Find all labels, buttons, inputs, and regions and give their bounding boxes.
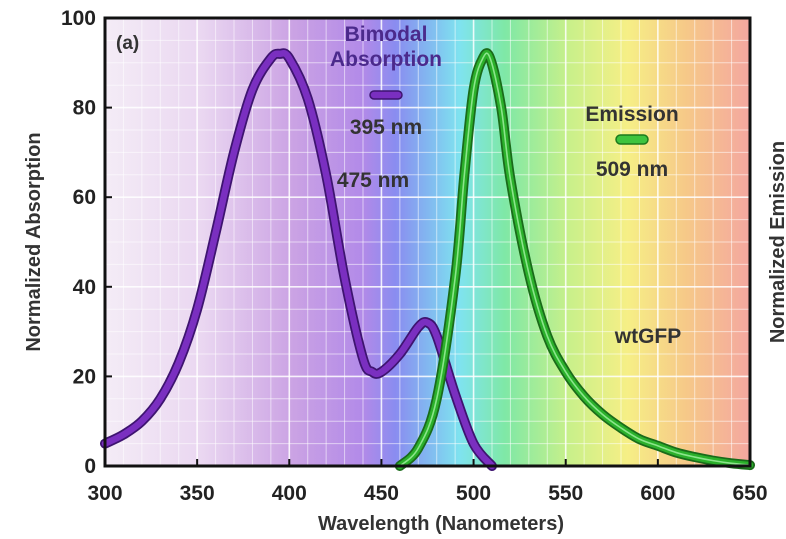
absorption-curve-line xyxy=(101,50,496,470)
emission-point xyxy=(464,174,465,175)
absorption-title-line1: Bimodal xyxy=(345,23,428,46)
absorption-peak-1: 395 nm xyxy=(350,116,422,139)
emission-point xyxy=(621,427,622,428)
x-axis: 300 350 400 450 500 550 600 650 xyxy=(87,459,768,505)
y-tick-label: 80 xyxy=(73,97,96,120)
emission-point xyxy=(731,463,732,464)
emission-point xyxy=(565,371,566,372)
emission-legend-swatch xyxy=(615,134,649,145)
x-tick-label: 600 xyxy=(640,482,675,505)
emission-peak: 509 nm xyxy=(596,158,668,181)
x-tick-label: 650 xyxy=(732,482,767,505)
absorption-point xyxy=(427,322,428,323)
series-layer xyxy=(100,48,755,471)
x-tick-label: 350 xyxy=(180,482,215,505)
absorption-point xyxy=(436,336,437,337)
emission-point xyxy=(482,58,483,59)
absorption-point xyxy=(197,309,198,310)
grid xyxy=(105,18,750,466)
plot-frame xyxy=(103,16,752,468)
emission-point xyxy=(584,396,585,397)
emission-curve-highlight xyxy=(399,52,751,467)
absorption-point xyxy=(123,434,124,435)
absorption-legend-swatch xyxy=(369,90,403,100)
absorption-point xyxy=(326,174,327,175)
absorption-point xyxy=(270,58,271,59)
emission-point xyxy=(510,179,511,180)
absorption-point xyxy=(280,53,281,54)
emission-point xyxy=(473,89,474,90)
absorption-point xyxy=(307,98,308,99)
absorption-point xyxy=(252,89,253,90)
absorption-title-line2: Absorption xyxy=(330,48,442,71)
absorption-point xyxy=(215,233,216,234)
emission-point xyxy=(418,448,419,449)
x-tick-label: 400 xyxy=(272,482,307,505)
absorption-point xyxy=(473,443,474,444)
emission-point xyxy=(547,336,548,337)
absorption-peak-2: 475 nm xyxy=(337,169,409,192)
y-tick-label: 20 xyxy=(73,365,96,388)
emission-curve xyxy=(394,48,755,471)
absorption-point xyxy=(372,371,373,372)
emission-title: Emission xyxy=(585,103,678,126)
y-tick-label: 0 xyxy=(84,455,96,478)
absorption-point xyxy=(399,354,400,355)
x-tick-label: 300 xyxy=(87,482,122,505)
absorption-point xyxy=(363,358,364,359)
y-tick-label: 40 xyxy=(73,276,96,299)
plot-area xyxy=(100,16,755,471)
emission-point xyxy=(501,107,502,108)
absorption-point xyxy=(141,421,142,422)
panel-label: (a) xyxy=(116,33,139,54)
absorption-point xyxy=(160,398,161,399)
emission-point xyxy=(694,457,695,458)
y-axis-title: Normalized Absorption xyxy=(23,132,45,351)
y-tick-label: 60 xyxy=(73,186,96,209)
absorption-point xyxy=(418,327,419,328)
emission-point xyxy=(490,58,491,59)
emission-point xyxy=(676,452,677,453)
y-tick-label: 100 xyxy=(61,7,96,30)
right-axis-title: Normalized Emission xyxy=(767,141,786,343)
protein-label: wtGFP xyxy=(614,325,682,348)
x-tick-label: 500 xyxy=(456,482,491,505)
emission-point xyxy=(528,273,529,274)
absorption-point xyxy=(178,362,179,363)
emission-point xyxy=(713,460,714,461)
absorption-point xyxy=(289,58,290,59)
corner-text: Fi xyxy=(733,536,753,539)
emission-point xyxy=(455,277,456,278)
emission-point xyxy=(602,414,603,415)
absorption-curve xyxy=(100,48,497,471)
absorption-point xyxy=(381,371,382,372)
x-tick-label: 450 xyxy=(364,482,399,505)
emission-point xyxy=(657,445,658,446)
absorption-point xyxy=(344,277,345,278)
x-tick-label: 550 xyxy=(548,482,583,505)
absorption-point xyxy=(234,152,235,153)
emission-point xyxy=(639,439,640,440)
y-axis: 0 20 40 60 80 100 xyxy=(61,7,112,478)
x-axis-title: Wavelength (Nanometers) xyxy=(318,513,564,535)
emission-point xyxy=(436,398,437,399)
absorption-point xyxy=(455,394,456,395)
